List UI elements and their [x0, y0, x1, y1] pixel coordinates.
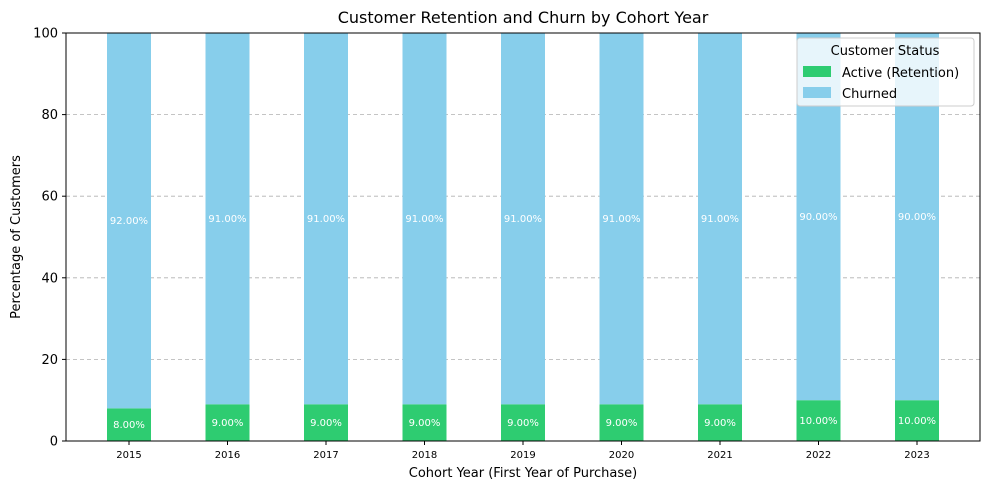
- bar-label-active-2022: 10.00%: [799, 416, 837, 427]
- bar-label-churned-2023: 90.00%: [898, 212, 936, 223]
- bar-label-active-2018: 9.00%: [409, 418, 441, 429]
- bar-label-churned-2021: 91.00%: [701, 214, 739, 225]
- bar-label-active-2020: 9.00%: [606, 418, 638, 429]
- bar-label-active-2021: 9.00%: [704, 418, 736, 429]
- legend: Customer Status Active (Retention) Churn…: [796, 37, 975, 107]
- bar-label-churned-2017: 91.00%: [307, 214, 345, 225]
- bar-label-churned-2019: 91.00%: [504, 214, 542, 225]
- legend-swatch-churned: [803, 87, 831, 98]
- x-tick-label-2021: 2021: [707, 450, 732, 461]
- x-tick-label-2022: 2022: [806, 450, 831, 461]
- y-tick-label-20: 20: [41, 353, 58, 368]
- bar-active-2019: [501, 404, 545, 441]
- bar-label-active-2017: 9.00%: [310, 418, 342, 429]
- bar-churned-2021: [698, 33, 742, 405]
- y-axis-label: Percentage of Customers: [9, 155, 24, 319]
- bar-label-active-2019: 9.00%: [507, 418, 539, 429]
- y-tick-label-60: 60: [41, 190, 58, 205]
- legend-box: [796, 37, 975, 107]
- bar-active-2020: [599, 404, 644, 441]
- legend-label-active: Active (Retention): [842, 66, 959, 81]
- bar-churned-2019: [501, 33, 545, 405]
- x-tick-label-2016: 2016: [215, 450, 240, 461]
- x-axis-ticks: 2015 2016 2017 2018 2019 2020 2021 2022 2023: [116, 441, 930, 461]
- chart-title: Customer Retention and Churn by Cohort Y…: [338, 8, 709, 27]
- bar-active-2015: [107, 408, 151, 441]
- bar-active-2017: [304, 404, 348, 441]
- x-tick-label-2023: 2023: [904, 450, 929, 461]
- bar-active-2018: [402, 404, 447, 441]
- bar-label-churned-2015: 92.00%: [110, 216, 148, 227]
- bar-active-2022: [796, 400, 841, 441]
- bar-label-active-2023: 10.00%: [898, 416, 936, 427]
- legend-label-churned: Churned: [842, 87, 897, 102]
- bar-churned-2015: [107, 33, 151, 409]
- x-axis-label: Cohort Year (First Year of Purchase): [409, 466, 637, 481]
- y-tick-label-80: 80: [41, 108, 58, 123]
- x-tick-label-2018: 2018: [412, 450, 437, 461]
- bar-active-2023: [895, 400, 939, 441]
- x-tick-label-2017: 2017: [313, 450, 338, 461]
- bar-labels: 8.00% 92.00% 9.00% 91.00% 9.00% 91.00% 9.00% 91…: [110, 212, 936, 431]
- bar-active-2016: [205, 404, 250, 441]
- legend-title: Customer Status: [831, 44, 940, 59]
- bar-churned-2016: [205, 33, 250, 405]
- bar-active-2021: [698, 404, 742, 441]
- y-tick-label-0: 0: [50, 435, 58, 450]
- legend-swatch-active: [803, 66, 831, 77]
- bars: [107, 33, 939, 441]
- bar-churned-2020: [599, 33, 644, 405]
- bar-label-churned-2018: 91.00%: [405, 214, 443, 225]
- bar-label-churned-2022: 90.00%: [799, 212, 837, 223]
- bar-label-active-2016: 9.00%: [212, 418, 244, 429]
- y-tick-label-100: 100: [33, 27, 58, 42]
- bar-churned-2017: [304, 33, 348, 405]
- y-axis-ticks: 0 20 40 60 80 100: [33, 27, 66, 450]
- bar-label-churned-2016: 91.00%: [208, 214, 246, 225]
- x-tick-label-2020: 2020: [609, 450, 634, 461]
- bar-label-churned-2020: 91.00%: [602, 214, 640, 225]
- bar-churned-2018: [402, 33, 447, 405]
- y-tick-label-40: 40: [41, 271, 58, 286]
- x-tick-label-2015: 2015: [116, 450, 141, 461]
- bar-label-active-2015: 8.00%: [113, 420, 145, 431]
- x-tick-label-2019: 2019: [510, 450, 535, 461]
